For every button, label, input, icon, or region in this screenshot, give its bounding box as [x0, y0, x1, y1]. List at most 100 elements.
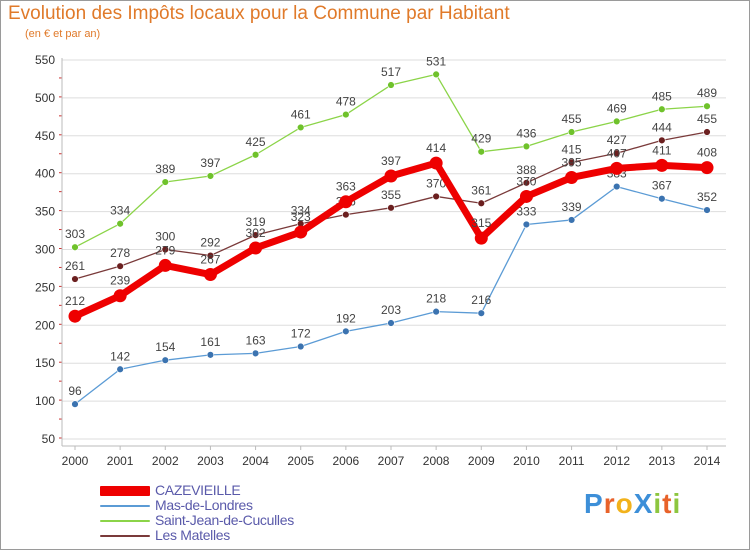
- data-label: 425: [246, 135, 266, 149]
- data-point: [71, 243, 79, 251]
- y-tick-label: 500: [35, 91, 55, 105]
- data-point: [71, 400, 79, 408]
- proxiti-logo[interactable]: ProXiti: [584, 488, 681, 520]
- legend-swatch: [100, 520, 150, 522]
- logo-letter: t: [662, 488, 673, 519]
- data-label: 355: [381, 188, 401, 202]
- data-point: [432, 70, 440, 79]
- data-label: 300: [155, 230, 175, 244]
- y-tick-label: 200: [35, 318, 55, 332]
- y-tick-label: 400: [35, 167, 55, 181]
- x-tick-label: 2013: [649, 454, 676, 468]
- data-label: 239: [110, 274, 130, 288]
- data-point: [522, 179, 531, 187]
- data-label: 469: [607, 101, 627, 115]
- data-point: [297, 342, 305, 351]
- data-point: [251, 151, 260, 159]
- chart-title: Evolution des Impôts locaux pour la Comm…: [8, 3, 510, 24]
- data-point: [206, 172, 215, 180]
- data-label: 339: [562, 200, 582, 214]
- data-label: 267: [200, 253, 220, 267]
- logo-letter: o: [615, 488, 634, 519]
- y-tick-label: 300: [35, 243, 55, 257]
- logo-letter: i: [672, 488, 682, 519]
- data-label: 397: [200, 156, 220, 170]
- series-line-mas-de-londres: [74, 185, 708, 405]
- data-label: 292: [200, 236, 220, 250]
- data-label: 303: [65, 227, 85, 241]
- data-point: [206, 251, 215, 260]
- data-point: [251, 349, 260, 358]
- legend-swatch: [100, 505, 150, 507]
- data-point: [613, 117, 621, 126]
- data-point: [387, 319, 395, 327]
- data-point: [113, 289, 127, 303]
- data-point: [161, 356, 169, 364]
- data-point: [68, 309, 82, 323]
- data-point: [297, 123, 305, 132]
- data-point: [116, 262, 124, 270]
- data-point: [206, 351, 215, 359]
- data-label: 455: [562, 112, 582, 126]
- data-point: [567, 128, 576, 136]
- logo-letter: i: [653, 488, 663, 519]
- x-tick-label: 2002: [152, 454, 179, 468]
- data-point: [477, 199, 485, 207]
- data-point: [432, 192, 440, 201]
- data-point: [700, 161, 714, 175]
- x-tick-label: 2008: [423, 454, 450, 468]
- data-label: 323: [291, 210, 311, 224]
- data-label: 389: [155, 162, 175, 176]
- data-point: [342, 110, 350, 119]
- data-point: [116, 220, 124, 228]
- y-tick-label: 550: [35, 53, 55, 67]
- data-label: 334: [291, 204, 311, 218]
- data-label: 367: [652, 179, 672, 193]
- data-label: 411: [652, 143, 671, 157]
- data-point: [203, 268, 217, 282]
- data-point: [161, 245, 169, 254]
- data-point: [387, 204, 395, 212]
- y-tick-label: 100: [35, 394, 55, 408]
- data-point: [116, 365, 124, 373]
- data-point: [613, 149, 621, 157]
- data-point: [567, 158, 576, 167]
- x-tick-label: 2009: [468, 454, 495, 468]
- legend-label: CAZEVIEILLE: [155, 482, 241, 498]
- data-point: [158, 258, 172, 272]
- data-label: 478: [336, 95, 356, 109]
- y-tick-label: 450: [35, 129, 55, 143]
- data-label: 96: [68, 384, 82, 398]
- data-point: [477, 148, 485, 156]
- data-label: 142: [110, 349, 130, 363]
- data-label: 212: [65, 294, 85, 308]
- y-tick-label: 350: [35, 205, 55, 219]
- data-label: 279: [155, 243, 175, 257]
- data-label: 216: [471, 293, 491, 307]
- x-tick-label: 2000: [62, 454, 89, 468]
- data-label: 154: [155, 340, 175, 354]
- data-label: 203: [381, 303, 401, 317]
- x-tick-label: 2014: [694, 454, 721, 468]
- data-point: [519, 189, 533, 203]
- data-label: 315: [471, 216, 491, 230]
- data-label: 363: [336, 180, 356, 194]
- data-point: [294, 225, 308, 239]
- data-point: [432, 307, 440, 316]
- data-label: 395: [562, 155, 582, 169]
- data-label: 319: [246, 215, 266, 229]
- data-label: 261: [65, 259, 85, 273]
- data-label: 531: [426, 54, 446, 68]
- data-point: [655, 158, 669, 172]
- data-label: 489: [697, 86, 717, 100]
- chart-subtitle: (en € et par an): [25, 28, 101, 40]
- y-tick-label: 50: [42, 432, 56, 446]
- x-tick-label: 2012: [603, 454, 630, 468]
- data-point: [249, 241, 263, 255]
- data-label: 361: [471, 183, 491, 197]
- x-tick-label: 2011: [559, 454, 585, 468]
- data-label: 388: [516, 163, 536, 177]
- data-point: [613, 182, 621, 191]
- data-point: [251, 231, 260, 239]
